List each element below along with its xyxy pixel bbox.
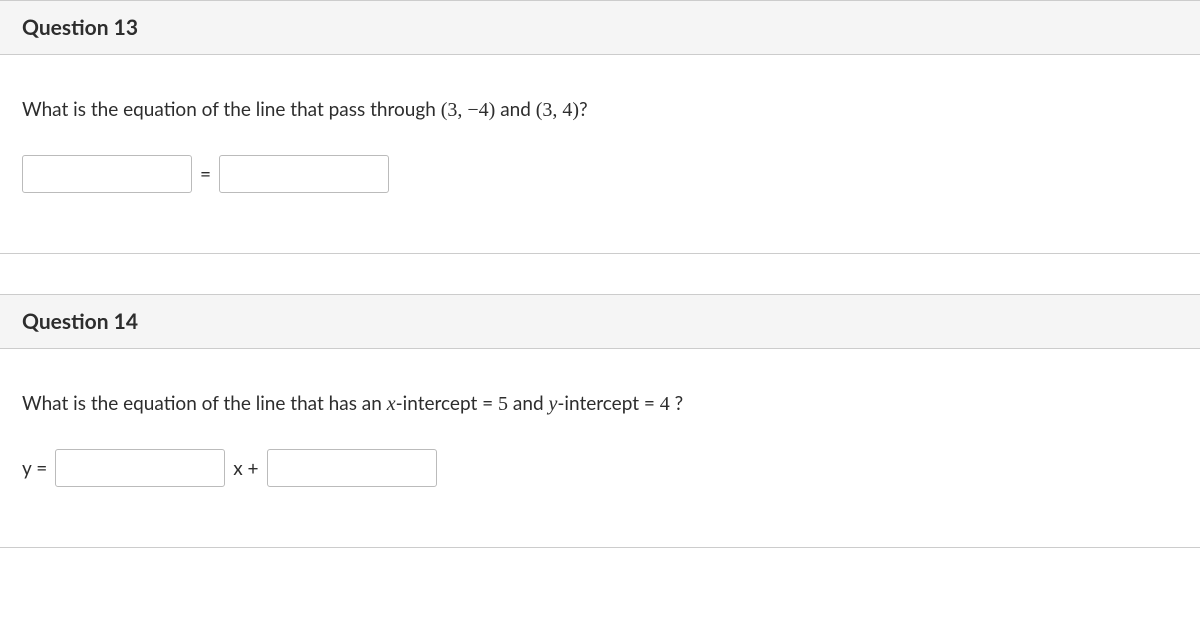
q14-slope-input[interactable] <box>55 449 225 487</box>
question-title: Question 13 <box>22 15 138 40</box>
y-equals-label: y = <box>22 457 47 480</box>
y-intercept-value: 4 <box>660 393 670 415</box>
prompt-text-mid: and <box>508 392 548 415</box>
question-header: Question 13 <box>0 1 1200 55</box>
question-13-prompt: What is the equation of the line that pa… <box>22 95 1178 125</box>
prompt-text-pre: What is the equation of the line that pa… <box>22 98 441 121</box>
prompt-text-post: ? <box>579 98 588 121</box>
x-intercept-label: -intercept = <box>396 392 498 415</box>
point-1: (3, −4) <box>441 99 496 121</box>
equals-sign: = <box>200 163 211 186</box>
answer-row: y = x + <box>22 449 1178 487</box>
point-2: (3, 4) <box>536 99 579 121</box>
x-var: x <box>387 393 396 415</box>
question-body: What is the equation of the line that ha… <box>0 349 1200 547</box>
question-title: Question 14 <box>22 309 138 334</box>
question-13-block: Question 13 What is the equation of the … <box>0 0 1200 254</box>
question-header: Question 14 <box>0 295 1200 349</box>
question-14-block: Question 14 What is the equation of the … <box>0 294 1200 548</box>
q14-intercept-input[interactable] <box>267 449 437 487</box>
prompt-text-pre: What is the equation of the line that ha… <box>22 392 387 415</box>
q13-left-input[interactable] <box>22 155 192 193</box>
x-intercept-value: 5 <box>498 393 508 415</box>
question-14-prompt: What is the equation of the line that ha… <box>22 389 1178 419</box>
answer-row: = <box>22 155 1178 193</box>
prompt-text-mid: and <box>495 98 535 121</box>
question-body: What is the equation of the line that pa… <box>0 55 1200 253</box>
x-plus-label: x + <box>233 457 258 480</box>
prompt-text-post: ? <box>670 392 683 415</box>
y-intercept-label: -intercept = <box>557 392 659 415</box>
q13-right-input[interactable] <box>219 155 389 193</box>
